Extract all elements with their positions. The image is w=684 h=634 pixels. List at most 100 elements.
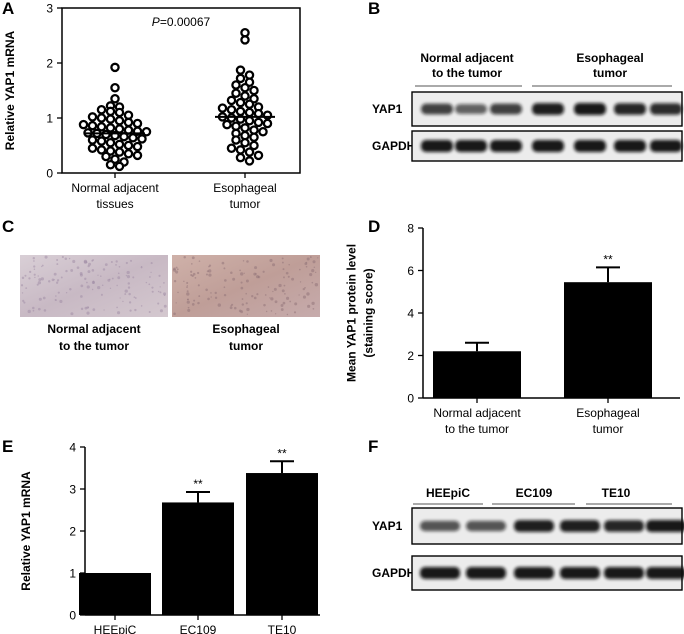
- data-point: [105, 137, 116, 148]
- tissue-texture: [311, 281, 314, 284]
- tissue-texture: [190, 270, 193, 273]
- tissue-texture: [20, 284, 24, 287]
- tissue-texture: [21, 292, 24, 294]
- y-tick-label: 1: [69, 567, 76, 581]
- tissue-texture: [172, 268, 177, 272]
- data-point: [137, 134, 147, 144]
- tissue-texture: [97, 285, 101, 290]
- data-point: [249, 132, 259, 142]
- data-point: [249, 140, 259, 151]
- tissue-texture: [186, 281, 189, 284]
- tissue-texture: [79, 273, 83, 277]
- significance: **: [193, 477, 203, 491]
- y-tick-label: 0: [46, 167, 53, 181]
- data-point: [110, 94, 120, 104]
- tissue-texture: [274, 300, 278, 304]
- tissue-texture: [43, 309, 47, 312]
- tissue-texture: [275, 313, 277, 315]
- data-point: [114, 116, 125, 126]
- tissue-texture: [197, 301, 200, 305]
- tissue-texture: [109, 278, 111, 280]
- blot-band: [560, 520, 600, 532]
- data-point: [87, 135, 98, 145]
- data-point: [123, 140, 134, 151]
- tissue-texture: [304, 286, 306, 289]
- tissue-texture: [159, 291, 162, 294]
- tissue-texture: [241, 303, 245, 306]
- tissue-texture: [283, 276, 285, 279]
- tissue-texture: [311, 269, 315, 273]
- tissue-texture: [163, 281, 165, 284]
- blot-band: [560, 567, 600, 579]
- blot-band: [455, 104, 487, 114]
- tissue-texture: [29, 270, 32, 274]
- tissue-texture: [61, 255, 64, 259]
- panel-letter: F: [368, 437, 378, 456]
- y-tick-label: 2: [407, 349, 414, 363]
- tissue-texture: [70, 312, 74, 316]
- tissue-texture: [285, 271, 289, 275]
- data-point: [96, 136, 107, 146]
- image-caption: Normal adjacent to the tumor: [47, 322, 140, 353]
- y-tick-label: 4: [69, 441, 76, 455]
- histology-image: [20, 255, 168, 317]
- blot-band: [614, 140, 646, 152]
- tissue-texture: [148, 283, 151, 286]
- tissue-texture: [251, 295, 254, 298]
- tissue-texture: [269, 258, 273, 263]
- panel-letter: B: [368, 0, 380, 18]
- tissue-texture: [157, 290, 160, 293]
- tissue-texture: [134, 297, 137, 299]
- tissue-texture: [186, 300, 190, 304]
- data-point: [244, 156, 255, 166]
- blot-band: [421, 103, 453, 115]
- y-tick-label: 6: [407, 264, 414, 278]
- blot-band: [650, 103, 682, 115]
- tissue-texture: [246, 307, 250, 312]
- data-point: [231, 135, 241, 145]
- tissue-texture: [302, 287, 305, 291]
- tissue-texture: [23, 301, 26, 304]
- tissue-texture: [187, 306, 190, 309]
- tissue-texture: [309, 273, 313, 277]
- data-point: [96, 145, 107, 155]
- tissue-texture: [97, 274, 99, 276]
- data-point: [235, 73, 246, 84]
- row-label: GAPDH: [372, 139, 415, 153]
- tissue-texture: [289, 300, 292, 303]
- tissue-texture: [150, 271, 152, 273]
- tissue-texture: [116, 284, 118, 287]
- group-label: HEEpiC: [426, 486, 470, 500]
- bar: [564, 282, 652, 398]
- significance: **: [603, 252, 613, 266]
- blot-band: [532, 140, 564, 152]
- tissue-texture: [28, 277, 31, 280]
- data-point: [123, 148, 134, 159]
- y-tick-label: 8: [407, 222, 414, 236]
- tissue-texture: [255, 273, 257, 275]
- tissue-texture: [214, 291, 217, 295]
- tissue-texture: [240, 272, 244, 276]
- tissue-texture: [234, 306, 237, 310]
- tissue-texture: [240, 281, 243, 284]
- data-point: [96, 113, 107, 123]
- data-point: [231, 88, 241, 99]
- tissue-texture: [53, 278, 55, 281]
- tissue-texture: [262, 270, 265, 273]
- tissue-texture: [69, 288, 72, 291]
- tissue-texture: [129, 259, 133, 262]
- tissue-texture: [314, 283, 319, 287]
- histology-image: [172, 255, 320, 317]
- y-axis-label: Relative YAP1 mRNA: [3, 30, 17, 150]
- tissue-texture: [32, 257, 35, 260]
- tissue-texture: [80, 295, 83, 298]
- tissue-texture: [207, 297, 210, 301]
- tissue-texture: [191, 303, 195, 306]
- tissue-texture: [278, 283, 282, 288]
- data-point: [96, 122, 107, 132]
- data-point: [244, 99, 255, 110]
- tissue-texture: [159, 286, 161, 288]
- tissue-texture: [133, 296, 136, 299]
- tissue-texture: [87, 306, 90, 308]
